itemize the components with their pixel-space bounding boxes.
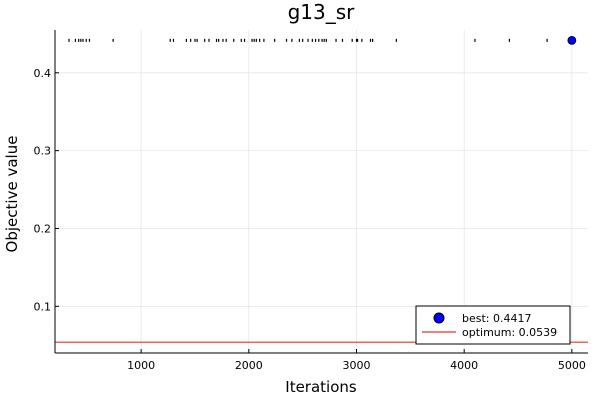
- y-tick-label: 0.2: [34, 222, 52, 235]
- y-tick-label: 0.1: [34, 300, 52, 313]
- legend: best: 0.4417 optimum: 0.0539: [415, 305, 571, 345]
- x-tick-label: 3000: [342, 359, 370, 372]
- legend-best-marker: [433, 312, 445, 324]
- y-tick-label: 0.3: [34, 145, 52, 158]
- x-tick-label: 4000: [450, 359, 478, 372]
- legend-box: [415, 305, 571, 345]
- y-tick-label: 0.4: [34, 67, 52, 80]
- trace-marks: [68, 38, 548, 42]
- axes: [54, 30, 588, 354]
- x-axis-label: Iterations: [285, 378, 357, 396]
- x-tick-label: 1000: [127, 359, 155, 372]
- grid: [55, 30, 588, 353]
- chart-title: g13_sr: [288, 0, 356, 24]
- best-point: [567, 35, 577, 45]
- legend-optimum-label: optimum: 0.0539: [462, 326, 557, 339]
- legend-best-label: best: 0.4417: [462, 312, 532, 325]
- x-tick-label: 5000: [558, 359, 586, 372]
- y-ticks: 0.1 0.2 0.3 0.4: [34, 67, 59, 313]
- best-layer: [567, 35, 577, 45]
- x-ticks: 1000 2000 3000 4000 5000: [127, 349, 586, 372]
- x-tick-label: 2000: [235, 359, 263, 372]
- y-axis-label: Objective value: [3, 136, 21, 253]
